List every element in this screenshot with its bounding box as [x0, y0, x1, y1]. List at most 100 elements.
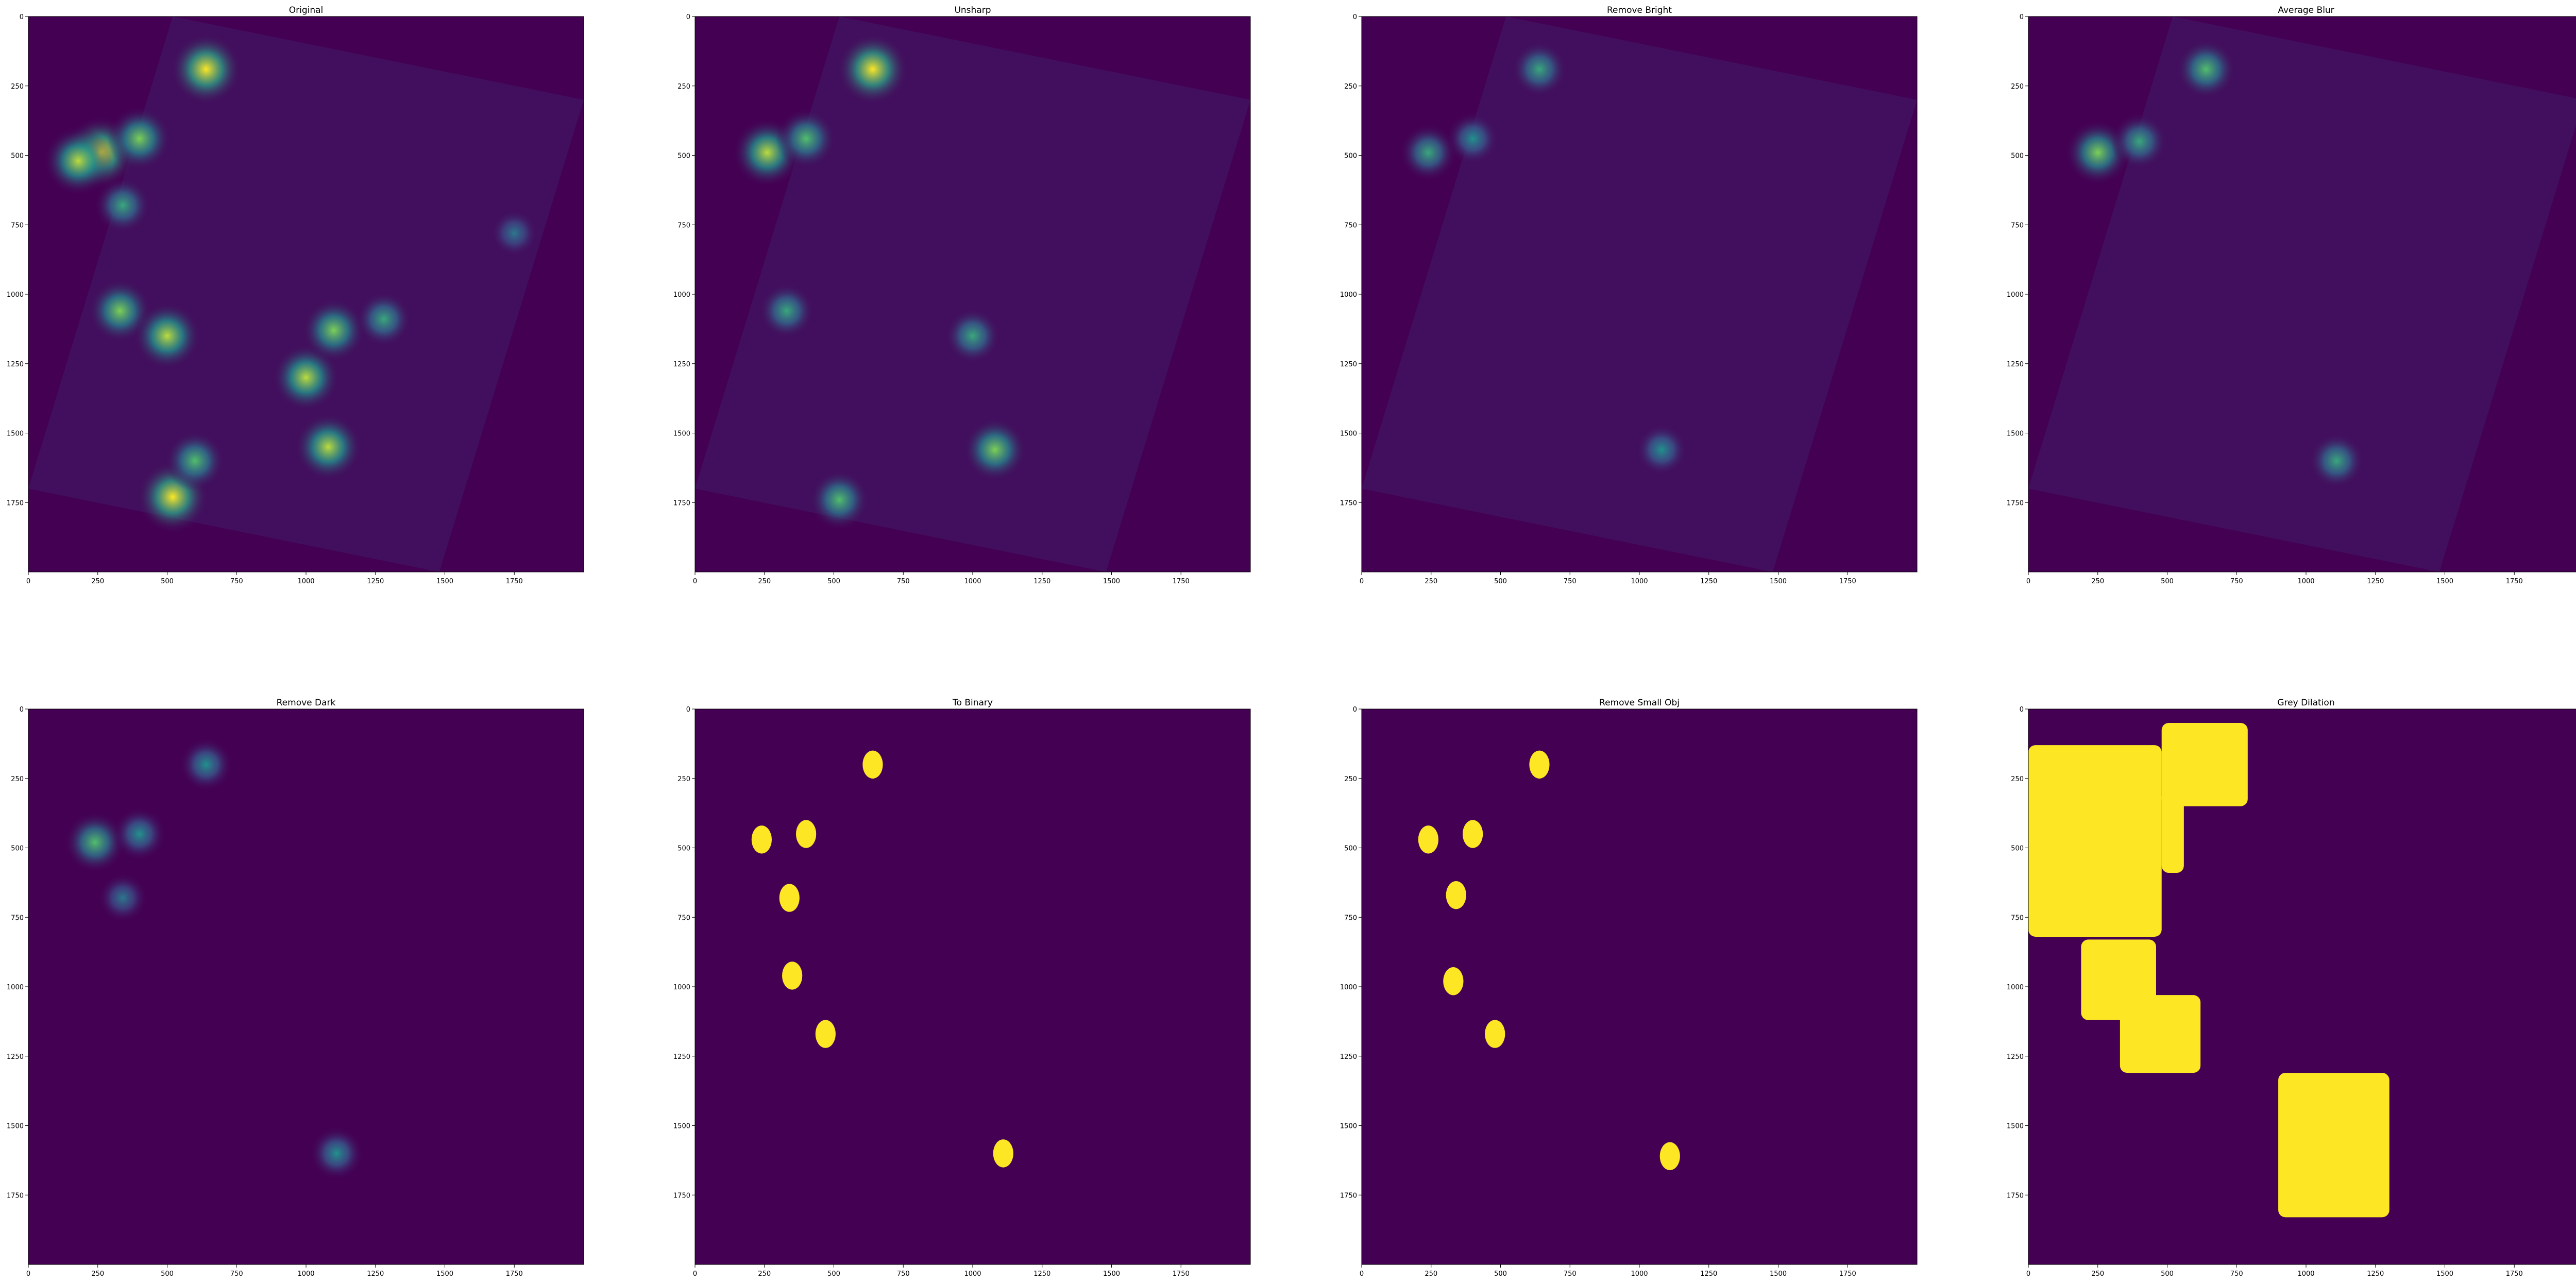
x-tick-label: 1750 [1173, 1270, 1190, 1278]
x-tick-label: 0 [1360, 578, 1364, 585]
x-tick-label: 500 [1494, 1270, 1507, 1278]
x-tick-label: 1500 [1770, 1270, 1787, 1278]
x-tick-label: 750 [2230, 578, 2243, 585]
image-footprint [28, 16, 584, 572]
x-tick-label: 1750 [506, 578, 523, 585]
bright-region [2111, 113, 2168, 170]
y-tick-label: 1000 [2007, 984, 2024, 991]
y-tick-label: 750 [11, 222, 24, 229]
y-tick-label: 750 [1344, 914, 1357, 922]
y-tick-label: 750 [677, 914, 690, 922]
y-tick-label: 1750 [673, 1192, 690, 1200]
x-tick-label: 0 [693, 1270, 697, 1278]
bright-region [44, 126, 113, 195]
x-tick-label: 750 [1564, 578, 1577, 585]
x-tick-label: 1750 [1839, 578, 1856, 585]
dilated-region [2028, 745, 2162, 937]
x-tick-label: 500 [161, 1270, 174, 1278]
x-tick-label: 250 [758, 1270, 771, 1278]
binary-blob [779, 884, 800, 912]
y-tick-label: 250 [11, 775, 24, 783]
image-background [28, 709, 584, 1264]
y-tick-label: 0 [20, 706, 24, 714]
panel-0: Original 0 250 500 750 1000 1250 1500 1750 0 250 50… [7, 5, 584, 585]
y-tick-label: 500 [2011, 153, 2024, 160]
bright-region [98, 873, 147, 922]
y-tick-label: 1250 [673, 1053, 690, 1061]
x-tick-label: 1750 [1173, 578, 1190, 585]
x-tick-label: 1500 [2436, 1270, 2453, 1278]
x-tick-label: 1750 [2506, 1270, 2523, 1278]
y-tick-label: 1000 [7, 984, 24, 991]
x-tick-label: 250 [2091, 578, 2104, 585]
panel-title: Remove Bright [1607, 5, 1672, 15]
y-tick-label: 500 [11, 845, 24, 853]
bright-region [2308, 432, 2365, 490]
y-tick-label: 500 [1344, 845, 1357, 853]
y-tick-label: 750 [1344, 222, 1357, 229]
y-tick-label: 250 [1344, 775, 1357, 783]
image-background [695, 709, 1250, 1264]
y-tick-label: 250 [677, 83, 690, 91]
x-tick-label: 1500 [1770, 578, 1787, 585]
x-tick-label: 250 [1425, 1270, 1437, 1278]
x-tick-label: 250 [758, 578, 771, 585]
y-tick-label: 750 [11, 914, 24, 922]
y-tick-label: 1500 [2007, 430, 2024, 438]
x-tick-label: 500 [827, 578, 840, 585]
bright-region [1635, 423, 1688, 477]
bright-region [294, 413, 363, 481]
y-tick-label: 1500 [673, 430, 690, 438]
y-tick-label: 1500 [2007, 1123, 2024, 1131]
y-tick-label: 250 [11, 83, 24, 91]
y-tick-label: 1750 [673, 499, 690, 507]
x-tick-label: 1000 [1631, 1270, 1648, 1278]
panel-title: To Binary [952, 698, 993, 708]
x-tick-label: 1750 [2506, 578, 2523, 585]
binary-blob [1659, 1142, 1680, 1170]
x-tick-label: 750 [897, 578, 910, 585]
panel-7: Grey Dilation 0 250 500 750 1000 1250 1500 1750 0… [2007, 698, 2576, 1278]
y-tick-label: 1250 [1340, 361, 1357, 368]
y-tick-label: 1250 [2007, 1053, 2024, 1061]
y-tick-label: 1750 [2007, 499, 2024, 507]
x-tick-label: 250 [91, 1270, 104, 1278]
image-footprint [2028, 16, 2576, 572]
y-tick-label: 250 [677, 775, 690, 783]
bright-region [107, 106, 172, 171]
x-tick-label: 1250 [367, 1270, 384, 1278]
x-tick-label: 1750 [1839, 1270, 1856, 1278]
x-tick-label: 500 [161, 578, 174, 585]
y-tick-label: 250 [2011, 83, 2024, 91]
bright-region [310, 1127, 363, 1180]
panel-title: Grey Dilation [2277, 698, 2334, 708]
binary-blob [751, 825, 772, 854]
dilated-region [2120, 995, 2201, 1073]
x-tick-label: 250 [2091, 1270, 2104, 1278]
bright-region [113, 807, 166, 861]
y-tick-label: 1750 [2007, 1192, 2024, 1200]
panel-1: Unsharp 0 250 500 750 1000 1250 1500 1750 0 250 500… [673, 5, 1251, 585]
y-tick-label: 1500 [7, 1123, 24, 1131]
bright-region [164, 430, 226, 492]
bright-region [355, 291, 412, 348]
x-tick-label: 1000 [964, 1270, 981, 1278]
x-tick-label: 0 [26, 1270, 30, 1278]
x-tick-label: 0 [693, 578, 697, 585]
x-tick-label: 1750 [506, 1270, 523, 1278]
y-tick-label: 1250 [1340, 1053, 1357, 1061]
y-tick-label: 1500 [673, 1123, 690, 1131]
bright-region [758, 282, 815, 340]
x-tick-label: 500 [827, 1270, 840, 1278]
x-tick-label: 250 [91, 578, 104, 585]
y-tick-label: 1500 [1340, 1123, 1357, 1131]
y-tick-label: 500 [1344, 153, 1357, 160]
y-tick-label: 750 [677, 222, 690, 229]
panel-2: Remove Bright 0 250 500 750 1000 1250 1500 1750 0… [1340, 5, 1918, 585]
y-tick-label: 1000 [1340, 984, 1357, 991]
dilated-region [2161, 789, 2184, 873]
x-tick-label: 750 [897, 1270, 910, 1278]
y-tick-label: 1000 [673, 984, 690, 991]
binary-blob [1462, 820, 1483, 848]
bright-region [170, 33, 243, 106]
